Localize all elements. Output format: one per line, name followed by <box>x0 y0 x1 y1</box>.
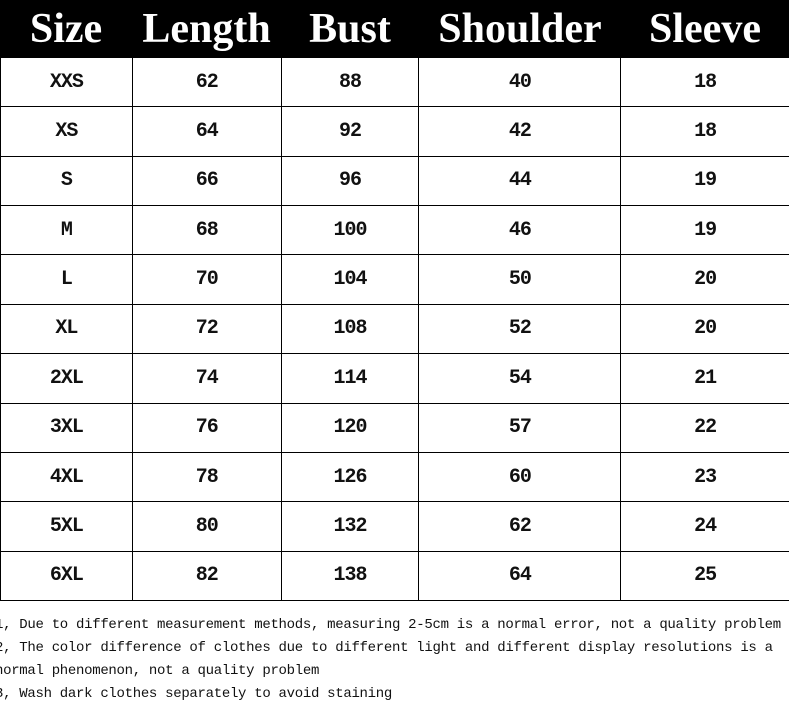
cell-shoulder: 57 <box>419 403 622 452</box>
note-line-1: 1, Due to different measurement methods,… <box>0 617 781 633</box>
table-row: XXS 62 88 40 18 <box>1 58 789 108</box>
cell-length: 80 <box>133 502 282 551</box>
cell-size: L <box>1 255 133 304</box>
cell-shoulder: 64 <box>419 551 622 600</box>
cell-size: 5XL <box>1 502 133 551</box>
table-row: XS 64 92 42 18 <box>1 107 789 157</box>
cell-length: 82 <box>133 551 282 600</box>
header-size: Size <box>29 6 103 52</box>
table-body: XXS 62 88 40 18 XS 64 92 42 18 S 66 96 4… <box>0 58 789 601</box>
cell-sleeve: 19 <box>694 169 717 193</box>
note-line-2-wrap: normal phenomenon, not a quality problem <box>0 663 320 679</box>
cell-length: 66 <box>133 156 282 206</box>
cell-bust: 120 <box>282 403 420 452</box>
cell-length: 78 <box>133 452 282 502</box>
cell-length: 64 <box>133 107 282 156</box>
cell-sleeve: 19 <box>694 218 717 242</box>
cell-shoulder: 42 <box>419 107 622 156</box>
cell-shoulder: 60 <box>419 452 622 502</box>
care-notes: 1, Due to different measurement methods,… <box>0 614 789 706</box>
cell-sleeve: 20 <box>694 268 717 292</box>
note-line-3: 3, Wash dark clothes separately to avoid… <box>0 686 392 702</box>
cell-size: XS <box>1 107 133 156</box>
table-row: XL 72 108 52 20 <box>1 304 789 355</box>
cell-sleeve: 20 <box>694 317 717 341</box>
cell-bust: 126 <box>282 452 420 502</box>
cell-length: 74 <box>133 354 282 403</box>
header-sleeve: Sleeve <box>649 6 761 52</box>
cell-shoulder: 54 <box>419 354 622 403</box>
table-row: L 70 104 50 20 <box>1 255 789 305</box>
cell-bust: 88 <box>282 58 420 107</box>
cell-shoulder: 46 <box>419 206 622 255</box>
cell-size: 6XL <box>1 551 133 600</box>
cell-sleeve: 18 <box>694 120 717 144</box>
cell-length: 68 <box>133 206 282 255</box>
cell-size: 2XL <box>1 354 133 403</box>
cell-bust: 104 <box>282 255 420 304</box>
header-length: Length <box>142 6 271 52</box>
header-bust: Bust <box>309 6 391 52</box>
cell-length: 62 <box>133 58 282 107</box>
cell-size: M <box>1 206 133 255</box>
cell-bust: 114 <box>282 354 420 403</box>
note-line-2: 2, The color difference of clothes due t… <box>0 640 773 656</box>
cell-sleeve: 25 <box>694 564 717 588</box>
table-row: S 66 96 44 19 <box>1 156 789 207</box>
cell-bust: 96 <box>282 156 420 206</box>
cell-size: 3XL <box>1 403 133 452</box>
cell-size: 4XL <box>1 452 133 502</box>
table-row: 4XL 78 126 60 23 <box>1 452 789 503</box>
header-shoulder: Shoulder <box>438 6 602 52</box>
cell-size: XL <box>1 304 133 354</box>
cell-length: 72 <box>133 304 282 354</box>
cell-length: 70 <box>133 255 282 304</box>
table-row: 6XL 82 138 64 25 <box>1 551 789 601</box>
cell-bust: 108 <box>282 304 420 354</box>
cell-sleeve: 22 <box>694 416 717 440</box>
cell-shoulder: 62 <box>419 502 622 551</box>
cell-size: XXS <box>1 58 133 107</box>
cell-shoulder: 52 <box>419 304 622 354</box>
cell-bust: 132 <box>282 502 420 551</box>
cell-size: S <box>1 156 133 206</box>
cell-bust: 138 <box>282 551 420 600</box>
cell-shoulder: 40 <box>419 58 622 107</box>
table-row: 2XL 74 114 54 21 <box>1 354 789 404</box>
table-header-row: Size Length Bust Shoulder Sleeve <box>0 0 789 58</box>
cell-sleeve: 23 <box>694 465 717 489</box>
table-row: M 68 100 46 19 <box>1 206 789 256</box>
cell-sleeve: 24 <box>694 514 717 538</box>
cell-shoulder: 50 <box>419 255 622 304</box>
table-row: 5XL 80 132 62 24 <box>1 502 789 552</box>
cell-bust: 92 <box>282 107 420 156</box>
cell-sleeve: 21 <box>694 366 717 390</box>
cell-bust: 100 <box>282 206 420 255</box>
table-row: 3XL 76 120 57 22 <box>1 403 789 453</box>
cell-length: 76 <box>133 403 282 452</box>
cell-shoulder: 44 <box>419 156 622 206</box>
cell-sleeve: 18 <box>694 70 717 94</box>
